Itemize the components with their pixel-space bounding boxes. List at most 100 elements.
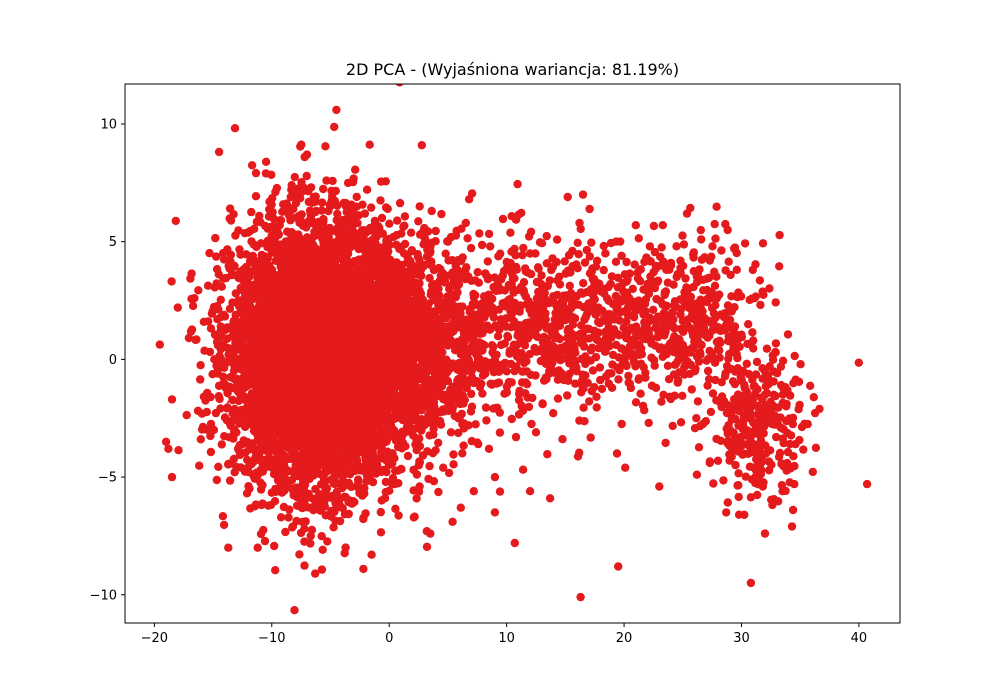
scatter-point xyxy=(240,229,250,238)
scatter-point xyxy=(340,549,349,558)
scatter-point xyxy=(232,462,241,472)
scatter-point xyxy=(224,261,233,271)
scatter-point xyxy=(329,523,338,532)
scatter-point xyxy=(231,289,240,298)
scatter-point xyxy=(167,277,176,286)
scatter-point xyxy=(251,168,261,178)
scatter-point xyxy=(174,446,183,455)
scatter-point xyxy=(323,537,332,546)
scatter-point xyxy=(224,459,233,469)
scatter-point xyxy=(284,513,293,522)
scatter-point xyxy=(223,403,232,412)
scatter-point xyxy=(297,497,306,506)
scatter-point xyxy=(252,217,261,226)
scatter-point xyxy=(300,561,309,570)
scatter-point xyxy=(269,470,279,479)
scatter-point xyxy=(245,445,254,454)
scatter-point xyxy=(197,409,207,418)
scatter-point xyxy=(187,294,196,304)
scatter-point xyxy=(256,271,266,281)
scatter-point xyxy=(292,231,301,241)
scatter-point xyxy=(333,209,342,218)
scatter-point xyxy=(297,140,306,149)
scatter-point xyxy=(196,435,205,444)
scatter-point xyxy=(194,286,203,295)
scatter-point xyxy=(206,419,216,429)
scatter-point xyxy=(358,200,367,209)
scatter-point xyxy=(248,349,258,358)
scatter-point xyxy=(200,346,209,355)
scatter-point xyxy=(410,512,419,521)
scatter-point xyxy=(218,512,228,521)
scatter-point xyxy=(241,422,250,432)
scatter-point xyxy=(191,335,200,345)
scatter-point xyxy=(391,504,400,513)
scatter-point xyxy=(225,476,235,485)
scatter-point xyxy=(171,216,180,226)
scatter-point xyxy=(205,248,214,258)
scatter-point xyxy=(425,273,434,283)
scatter-point xyxy=(225,214,234,223)
scatter-point xyxy=(231,231,240,240)
scatter-point xyxy=(295,550,304,559)
scatter-point xyxy=(196,361,205,370)
scatter-point xyxy=(223,245,232,254)
scatter-point xyxy=(155,340,164,349)
scatter-point xyxy=(434,487,443,497)
scatter-point xyxy=(330,122,339,132)
scatter-point xyxy=(206,324,216,333)
scatter-point xyxy=(325,223,334,233)
scatter-point xyxy=(302,171,311,181)
scatter-point xyxy=(230,124,240,133)
scatter-point xyxy=(365,140,374,149)
scatter-point xyxy=(298,477,308,486)
scatter-point xyxy=(290,172,299,182)
scatter-point xyxy=(286,192,295,202)
scatter-point xyxy=(290,606,299,615)
scatter-point xyxy=(317,198,327,207)
scatter-point xyxy=(223,343,232,352)
scatter-point xyxy=(331,516,340,525)
scatter-point xyxy=(229,366,239,375)
scatter-point xyxy=(271,566,280,575)
scatter-point xyxy=(246,504,255,513)
scatter-point xyxy=(270,541,279,551)
scatter-point xyxy=(212,252,221,261)
scatter-point xyxy=(414,217,423,226)
scatter-point xyxy=(258,467,267,476)
scatter-point xyxy=(393,216,402,225)
scatter-point xyxy=(281,527,290,537)
scatter-point xyxy=(261,157,271,166)
scatter-point xyxy=(251,192,261,201)
scatter-point xyxy=(318,545,327,554)
scatter-point xyxy=(245,484,254,493)
scatter-point xyxy=(300,218,309,228)
scatter-point xyxy=(247,207,256,217)
scatter-point xyxy=(228,395,237,405)
scatter-point xyxy=(449,460,458,469)
scatter-point xyxy=(362,185,372,194)
scatter-point xyxy=(216,404,225,413)
scatter-point xyxy=(317,206,326,215)
scatter-point xyxy=(422,542,432,551)
scatter-point xyxy=(219,520,229,530)
scatter-point xyxy=(208,370,217,379)
scatter-point xyxy=(212,361,221,370)
scatter-point xyxy=(291,198,301,208)
scatter-point xyxy=(203,281,213,290)
scatter-point xyxy=(211,233,220,243)
scatter-point xyxy=(317,565,327,574)
scatter-point xyxy=(381,487,390,497)
scatter-point xyxy=(260,536,270,546)
scatter-point xyxy=(309,506,318,515)
scatter-point xyxy=(294,211,304,220)
scatter-point xyxy=(229,270,238,279)
scatter-point xyxy=(206,447,216,457)
scatter-point xyxy=(197,425,207,434)
scatter-point xyxy=(221,273,231,283)
scatter-point xyxy=(256,485,266,494)
scatter-point xyxy=(214,462,223,471)
scatter-point xyxy=(282,199,291,208)
